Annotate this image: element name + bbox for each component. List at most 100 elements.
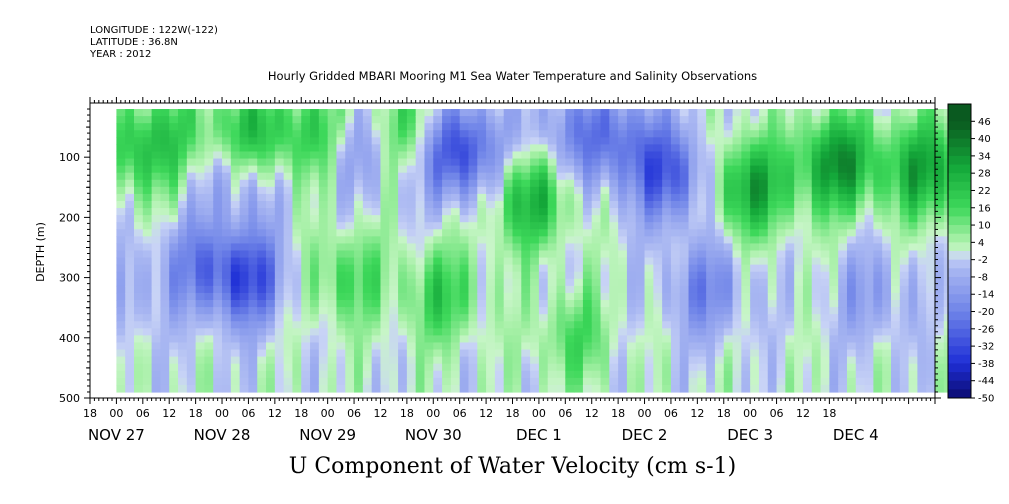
heatmap-cell <box>618 109 628 117</box>
heatmap-cell <box>406 314 417 322</box>
heatmap-cell <box>362 307 373 315</box>
heatmap-cell <box>354 250 364 259</box>
heatmap-cell <box>442 328 452 336</box>
heatmap-cell <box>574 116 584 124</box>
heatmap-cell <box>310 200 320 209</box>
heatmap-cell <box>917 222 927 230</box>
heatmap-cell <box>670 243 681 252</box>
heatmap-cell <box>794 377 804 386</box>
heatmap-cell <box>292 264 302 273</box>
heatmap-cell <box>618 271 628 280</box>
heatmap-cell <box>433 200 443 209</box>
heatmap-cell <box>398 349 408 358</box>
heatmap-cell <box>662 229 672 237</box>
heatmap-cell <box>178 363 188 372</box>
colorbar-bin <box>948 129 971 139</box>
heatmap-cell <box>213 300 223 308</box>
heatmap-cell <box>750 321 760 329</box>
heatmap-cell <box>609 123 619 131</box>
heatmap-cell <box>433 264 443 273</box>
heatmap-cell <box>530 278 540 287</box>
heatmap-cell <box>380 172 390 181</box>
heatmap-cell <box>222 151 232 160</box>
heatmap-cell <box>873 137 883 145</box>
heatmap-cell <box>767 186 778 195</box>
heatmap-cell <box>116 342 126 351</box>
heatmap-cell <box>406 342 417 351</box>
heatmap-cell <box>846 314 857 322</box>
heatmap-cell <box>714 137 725 145</box>
heatmap-cell <box>169 356 179 365</box>
heatmap-cell <box>706 370 716 379</box>
heatmap-cell <box>688 278 698 287</box>
heatmap-cell <box>846 215 857 223</box>
heatmap-cell <box>398 321 408 329</box>
heatmap-cell <box>406 285 417 294</box>
heatmap-cell <box>134 292 144 301</box>
heatmap-cell <box>838 144 848 153</box>
heatmap-cell <box>178 278 188 287</box>
heatmap-cell <box>662 264 672 273</box>
heatmap-cell <box>741 271 751 280</box>
heatmap-cell <box>274 179 285 188</box>
heatmap-cell <box>239 179 250 188</box>
heatmap-cell <box>732 264 742 273</box>
heatmap-cell <box>257 165 267 174</box>
heatmap-cell <box>318 342 329 351</box>
heatmap-cell <box>274 321 285 329</box>
heatmap-cell <box>538 193 549 202</box>
heatmap-cell <box>802 123 813 131</box>
heatmap-cell <box>662 151 672 160</box>
heatmap-cell <box>706 271 716 280</box>
heatmap-cell <box>134 172 144 181</box>
heatmap-cell <box>706 257 716 266</box>
heatmap-cell <box>406 271 417 280</box>
heatmap-cell <box>688 335 698 344</box>
heatmap-cell <box>679 278 690 287</box>
heatmap-cell <box>609 264 619 273</box>
heatmap-cell <box>882 384 892 393</box>
heatmap-cell <box>415 264 426 273</box>
heatmap-cell <box>186 349 197 358</box>
heatmap-cell <box>424 292 434 301</box>
heatmap-cell <box>802 335 813 344</box>
heatmap-cell <box>503 151 514 160</box>
heatmap-cell <box>292 321 302 329</box>
heatmap-cell <box>468 307 478 315</box>
heatmap-cell <box>758 215 769 223</box>
heatmap-cell <box>873 271 883 280</box>
heatmap-cell <box>195 257 206 266</box>
heatmap-cell <box>195 144 206 153</box>
heatmap-cell <box>125 278 135 287</box>
heatmap-cell <box>838 236 848 245</box>
heatmap-cell <box>899 208 910 216</box>
heatmap-cell <box>926 165 936 174</box>
heatmap-cell <box>917 116 927 124</box>
heatmap-cell <box>160 307 170 315</box>
heatmap-cell <box>459 307 470 315</box>
heatmap-cell <box>635 356 646 365</box>
heatmap-cell <box>318 215 329 223</box>
heatmap-cell <box>142 250 153 259</box>
heatmap-cell <box>398 144 408 153</box>
heatmap-cell <box>626 250 637 259</box>
heatmap-cell <box>494 250 505 259</box>
heatmap-cell <box>829 356 839 365</box>
heatmap-cell <box>512 179 522 188</box>
x-day-label: NOV 29 <box>299 426 356 444</box>
heatmap-cell <box>178 285 188 294</box>
heatmap-cell <box>882 278 892 287</box>
heatmap-cell <box>935 349 945 358</box>
heatmap-cell <box>142 116 153 124</box>
heatmap-cell <box>318 349 329 358</box>
heatmap-cell <box>882 130 892 138</box>
heatmap-cell <box>582 179 593 188</box>
heatmap-cell <box>310 342 320 351</box>
x-tick-label: 00 <box>743 407 757 420</box>
heatmap-cell <box>354 342 364 351</box>
heatmap-cell <box>688 384 698 393</box>
heatmap-cell <box>538 158 549 167</box>
heatmap-cell <box>239 109 250 117</box>
heatmap-cell <box>371 165 382 174</box>
heatmap-cell <box>802 370 813 379</box>
